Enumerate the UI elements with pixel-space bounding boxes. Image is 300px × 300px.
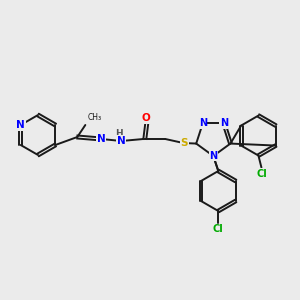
Text: N: N xyxy=(16,120,25,130)
Text: N: N xyxy=(220,118,228,128)
Text: N: N xyxy=(209,151,217,161)
Text: N: N xyxy=(97,134,106,144)
Text: Cl: Cl xyxy=(256,169,267,178)
Text: S: S xyxy=(181,138,188,148)
Text: Cl: Cl xyxy=(213,224,224,234)
Text: CH₃: CH₃ xyxy=(87,113,101,122)
Text: N: N xyxy=(117,136,126,146)
Text: H: H xyxy=(116,128,123,137)
Text: N: N xyxy=(199,118,207,128)
Text: O: O xyxy=(142,113,151,123)
